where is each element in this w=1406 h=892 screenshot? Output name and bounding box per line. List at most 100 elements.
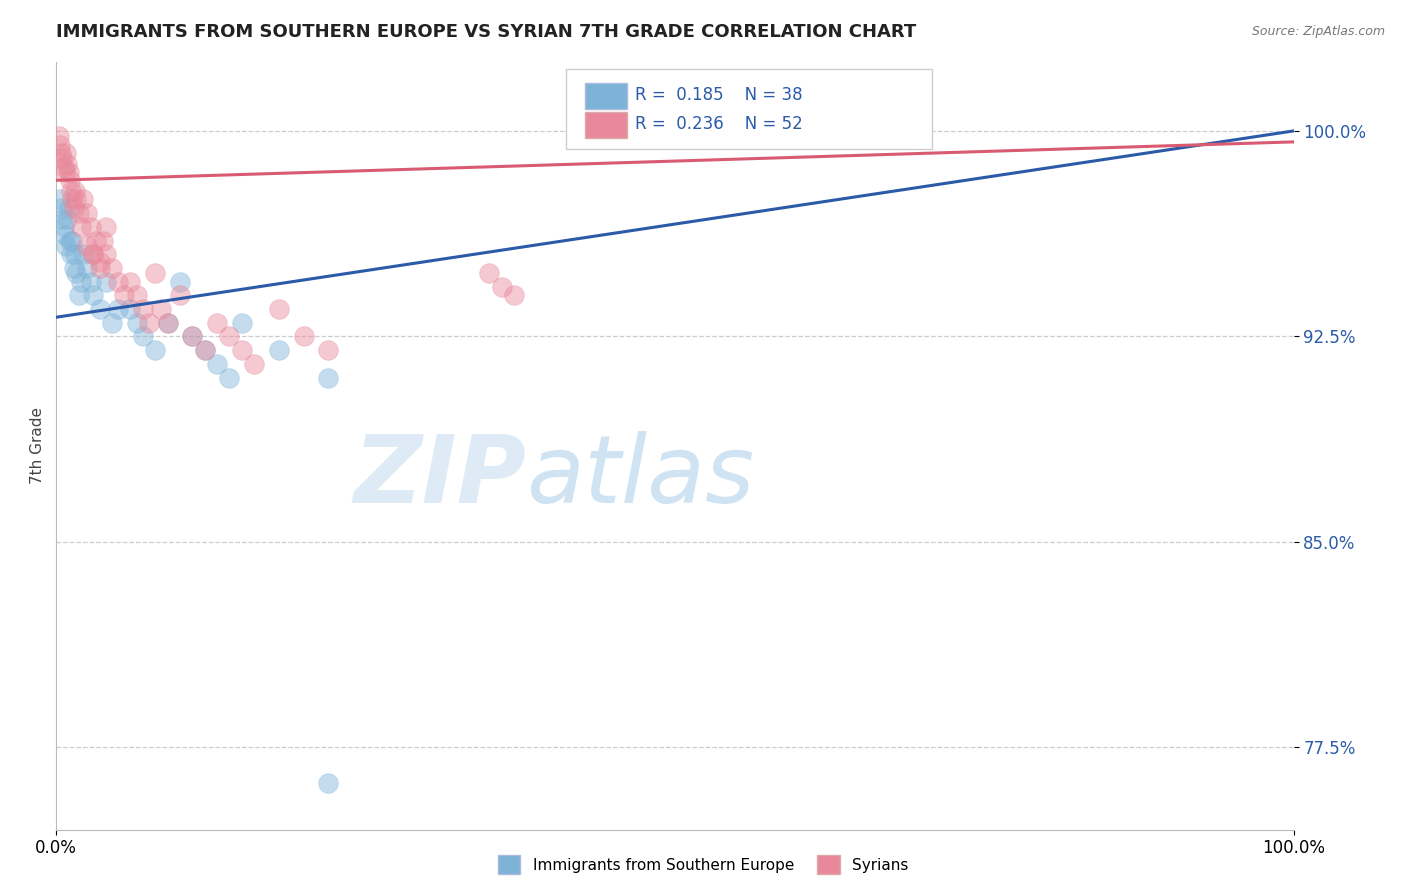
Text: R =  0.236    N = 52: R = 0.236 N = 52 [636, 115, 803, 133]
Point [231, 316, 253, 330]
Point [267, 343, 290, 357]
Point [58, 165, 80, 179]
Point [91, 234, 114, 248]
Point [89, 255, 111, 269]
Point [107, 301, 129, 316]
Point [76, 239, 98, 253]
Point [156, 316, 179, 330]
Y-axis label: 7th Grade: 7th Grade [30, 408, 45, 484]
Point [218, 370, 240, 384]
Point [60, 234, 83, 248]
Text: Source: ZipAtlas.com: Source: ZipAtlas.com [1251, 25, 1385, 38]
Point [76, 206, 98, 220]
Point [169, 275, 191, 289]
Point [94, 275, 117, 289]
Point [125, 288, 148, 302]
Point [65, 266, 87, 280]
Point [194, 343, 217, 357]
Point [231, 343, 253, 357]
Point [52, 160, 75, 174]
Point [267, 301, 290, 316]
FancyBboxPatch shape [567, 70, 932, 149]
Point [80, 219, 103, 234]
FancyBboxPatch shape [585, 112, 627, 137]
Point [218, 329, 240, 343]
Point [478, 266, 501, 280]
Point [65, 193, 87, 207]
Point [181, 329, 204, 343]
Point [112, 288, 135, 302]
Point [59, 173, 82, 187]
Point [318, 370, 340, 384]
Point [53, 165, 76, 179]
Point [58, 201, 80, 215]
Point [503, 288, 526, 302]
Point [156, 316, 179, 330]
Point [84, 234, 107, 248]
Point [55, 239, 77, 253]
Point [67, 206, 90, 220]
Point [138, 316, 160, 330]
Point [181, 329, 204, 343]
Point [60, 193, 83, 207]
Point [94, 219, 117, 234]
Point [205, 357, 228, 371]
Point [56, 211, 79, 226]
Point [82, 247, 104, 261]
Point [169, 288, 191, 302]
Point [62, 260, 84, 275]
Point [101, 316, 124, 330]
Point [60, 184, 83, 198]
Point [72, 247, 94, 261]
Point [82, 247, 104, 261]
Point [143, 343, 166, 357]
Text: R =  0.185    N = 38: R = 0.185 N = 38 [636, 87, 803, 104]
Point [53, 227, 76, 242]
Point [48, 129, 70, 144]
Point [51, 201, 73, 215]
Point [491, 280, 513, 294]
Text: ZIP: ZIP [353, 431, 526, 523]
Point [80, 275, 103, 289]
Point [63, 247, 86, 261]
Point [292, 329, 315, 343]
Point [205, 316, 228, 330]
Point [120, 301, 142, 316]
Point [120, 275, 142, 289]
Point [94, 247, 117, 261]
Point [60, 247, 83, 261]
Point [51, 151, 73, 165]
Point [89, 260, 111, 275]
Point [67, 288, 90, 302]
Point [56, 157, 79, 171]
Point [107, 275, 129, 289]
Point [70, 219, 93, 234]
Point [132, 301, 155, 316]
Point [72, 193, 94, 207]
Point [143, 266, 166, 280]
Point [101, 260, 124, 275]
Point [194, 343, 217, 357]
Point [55, 145, 77, 160]
Text: atlas: atlas [526, 431, 755, 522]
Point [318, 343, 340, 357]
Point [76, 260, 98, 275]
Point [51, 145, 73, 160]
Point [70, 275, 93, 289]
Point [125, 316, 148, 330]
Point [63, 184, 86, 198]
Point [51, 211, 73, 226]
Point [49, 137, 72, 152]
FancyBboxPatch shape [585, 83, 627, 109]
Text: IMMIGRANTS FROM SOUTHERN EUROPE VS SYRIAN 7TH GRADE CORRELATION CHART: IMMIGRANTS FROM SOUTHERN EUROPE VS SYRIA… [56, 23, 917, 41]
Point [318, 776, 340, 790]
Point [49, 193, 72, 207]
Point [132, 329, 155, 343]
Point [59, 234, 82, 248]
Legend: Immigrants from Southern Europe, Syrians: Immigrants from Southern Europe, Syrians [492, 849, 914, 880]
Point [52, 219, 75, 234]
Point [150, 301, 173, 316]
Point [243, 357, 266, 371]
Point [89, 301, 111, 316]
Point [62, 201, 84, 215]
